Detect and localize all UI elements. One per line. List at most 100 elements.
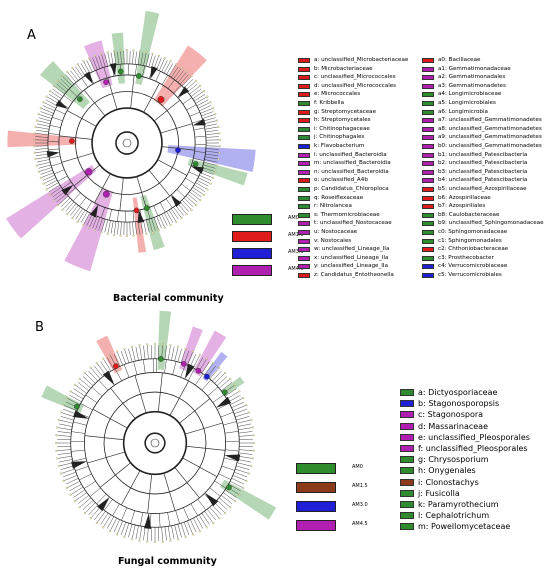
leaf-branch [140,52,144,66]
leaf-node [89,366,92,369]
leaf-node [154,540,157,543]
leaf-branch [158,58,165,71]
leaf-node [119,49,122,52]
collapsed-clade [137,210,145,223]
inner-branch [179,398,211,424]
leaf-branch [69,394,82,403]
legend-swatch [422,135,434,141]
leaf-branch [150,527,152,541]
treatment-swatch [296,520,336,531]
leaf-branch [177,524,182,538]
leaf-node [177,538,180,541]
leaf-branch [174,524,179,539]
leaf-branch [164,526,167,541]
treatment-label: AM0 [352,464,363,470]
inner-branch [68,88,78,97]
legend-swatch [400,433,414,441]
leaf-node [169,224,172,227]
leaf-node [35,119,38,122]
leaf-branch [235,468,249,474]
leaf-node [163,57,166,60]
tree-ring [144,432,166,454]
inner-branch [207,386,219,397]
leaf-branch [107,52,111,66]
leaf-branch [212,370,222,382]
leaf-node [73,383,76,386]
leaf-branch [137,221,141,235]
tree-ring [115,131,139,155]
clade-highlight [157,310,172,371]
legend-swatch [400,523,414,531]
leaf-node [100,231,103,234]
leaf-branch [89,215,96,228]
leaf-node [69,390,72,393]
leaf-branch [65,478,79,485]
inner-branch [121,507,128,521]
leaf-node [206,95,209,98]
leaf-branch [199,174,212,181]
leaf-node [163,226,166,229]
leaf-node [242,486,245,489]
leaf-branch [73,388,86,397]
leaf-branch [45,179,58,187]
treatment-swatch [296,463,336,474]
leaf-branch [183,197,194,208]
panel-a-letter: A [27,28,36,43]
legend-label: b3: unclassified_Patescibacteria [438,168,528,175]
leaf-branch [163,61,171,74]
leaf-branch [135,346,139,361]
leaf-branch [65,201,75,212]
leaf-branch [128,524,133,538]
leaf-branch [58,459,73,463]
legend-label: a7: unclassified_Gemmatimonadetes [438,117,542,124]
inner-branch [73,164,101,187]
biomarker-node [117,68,124,75]
leaf-branch [38,117,52,122]
inner-branch [52,117,63,122]
leaf-node [52,84,55,87]
leaf-branch [232,405,246,411]
leaf-branch [103,359,112,372]
leaf-node [238,493,241,496]
treatment-swatch [232,214,272,225]
legend-swatch [422,109,434,115]
leaf-branch [58,81,69,91]
inner-branch [193,127,205,131]
leaf-branch [73,489,86,498]
clade-highlight [7,130,77,148]
inner-branch [73,421,87,426]
inner-branch [180,364,186,378]
inner-branch [83,480,96,489]
leaf-branch [65,74,75,85]
legend-swatch [400,389,414,396]
biomarker-node [226,484,232,491]
leaf-branch [143,220,147,234]
inner-branch [81,78,89,88]
leaf-node [69,493,72,496]
leaf-branch [195,182,207,190]
leaf-branch [180,349,186,363]
leaf-branch [97,363,106,375]
leaf-branch [107,220,111,234]
leaf-node [116,533,119,536]
inner-branch [95,70,101,81]
leaf-node [248,411,251,414]
legend-swatch [298,273,310,278]
inner-branch [48,133,60,135]
inner-branch [214,480,227,489]
leaf-branch [48,184,61,192]
leaf-branch [237,459,252,463]
tree-ring [84,372,226,514]
leaf-branch [204,363,213,375]
leaf-branch [100,512,109,525]
leaf-node [95,522,98,525]
leaf-branch [37,161,51,166]
legend-swatch [422,169,434,175]
leaf-node [71,217,74,220]
leaf-branch [47,96,59,104]
treatment-key-item: AM1.5 [296,482,416,494]
leaf-branch [237,423,252,427]
leaf-node [48,193,51,196]
biomarker-node [85,168,93,176]
leaf-branch [75,492,87,501]
